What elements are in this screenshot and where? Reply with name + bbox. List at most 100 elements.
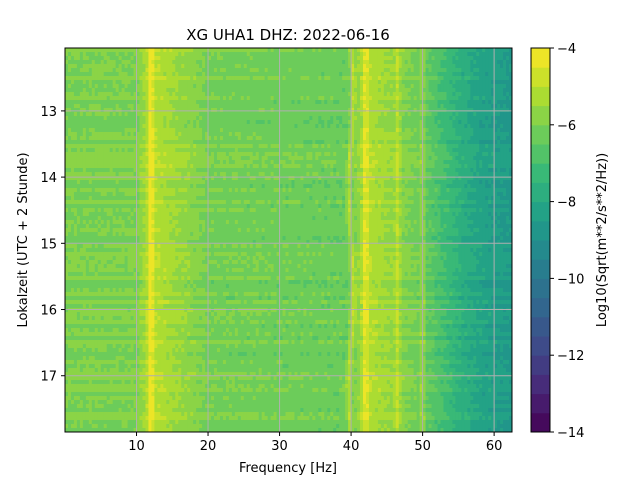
heatmap-cell [336,60,340,65]
heatmap-cell [219,60,224,65]
heatmap-cell [151,76,155,81]
heatmap-cell [196,92,200,97]
heatmap-cell [157,60,161,65]
heatmap-cell [413,76,418,81]
heatmap-cell [133,68,138,73]
heatmap-cell [282,96,287,101]
heatmap-cell [79,76,84,81]
heatmap-cell [151,88,155,93]
heatmap-cell [202,112,206,117]
heatmap-cell [506,56,510,61]
heatmap-cell [458,48,462,53]
heatmap-cell [91,76,96,81]
heatmap-cell [312,84,316,89]
heatmap-cell [461,100,465,105]
heatmap-cell [282,60,287,65]
heatmap-cell [365,112,370,117]
heatmap-cell [115,96,120,101]
heatmap-cell [157,68,161,73]
heatmap-cell [282,92,287,97]
heatmap-cell [76,84,81,89]
heatmap-cell [431,100,436,105]
heatmap-cell [365,104,370,109]
heatmap-cell [157,84,161,89]
heatmap-cell [437,80,442,85]
heatmap-cell [404,56,409,61]
heatmap-cell [491,68,495,73]
heatmap-cell [70,100,75,105]
heatmap-cell [103,108,108,113]
heatmap-cell [219,120,224,125]
heatmap-cell [124,88,129,93]
heatmap-cell [67,108,72,113]
heatmap-cell [348,52,352,57]
heatmap-cell [431,96,436,101]
heatmap-cell [264,108,269,113]
heatmap-cell [464,96,468,101]
heatmap-cell [237,108,242,113]
heatmap-cell [494,80,498,85]
heatmap-cell [431,88,436,93]
heatmap-cell [243,100,248,105]
heatmap-cell [297,72,302,77]
heatmap-cell [452,112,456,117]
heatmap-cell [225,108,230,113]
heatmap-cell [321,116,325,121]
heatmap-cell [488,68,492,73]
heatmap-cell [208,56,212,61]
heatmap-cell [300,88,304,93]
heatmap-cell [458,88,462,93]
heatmap-cell [410,68,415,73]
heatmap-cell [357,88,361,93]
heatmap-cell [166,84,170,89]
heatmap-cell [351,108,355,113]
heatmap-cell [437,108,442,113]
heatmap-cell [330,112,334,117]
heatmap-cell [169,64,173,69]
heatmap-cell [121,80,126,85]
heatmap-cell [345,72,349,77]
heatmap-cell [202,64,206,69]
heatmap-cell [351,80,355,85]
heatmap-cell [133,84,138,89]
heatmap-cell [494,68,498,73]
heatmap-cell [258,68,263,73]
heatmap-cell [446,64,451,69]
heatmap-cell [389,108,394,113]
heatmap-cell [157,100,161,105]
heatmap-cell [166,112,170,117]
heatmap-cell [371,48,376,53]
heatmap-cell [273,80,278,85]
heatmap-cell [479,52,483,57]
heatmap-cell [291,112,296,117]
heatmap-cell [130,56,135,61]
heatmap-cell [398,52,403,57]
heatmap-cell [142,116,147,121]
heatmap-cell [103,120,108,125]
heatmap-cell [464,64,468,69]
heatmap-cell [458,52,462,57]
heatmap-cell [202,60,206,65]
heatmap-cell [193,80,197,85]
heatmap-cell [67,100,72,105]
heatmap-cell [485,52,489,57]
heatmap-cell [88,88,93,93]
heatmap-cell [85,88,90,93]
heatmap-cell [193,100,197,105]
heatmap-cell [103,48,108,53]
heatmap-cell [115,56,120,61]
heatmap-cell [365,80,370,85]
heatmap-cell [106,72,111,77]
heatmap-cell [121,68,126,73]
heatmap-cell [211,116,215,121]
heatmap-cell [190,48,194,53]
heatmap-cell [458,104,462,109]
heatmap-cell [267,80,272,85]
heatmap-cell [377,52,382,57]
heatmap-cell [216,96,221,101]
heatmap-cell [124,116,129,121]
heatmap-cell [389,76,394,81]
heatmap-cell [136,92,141,97]
heatmap-cell [386,120,391,125]
